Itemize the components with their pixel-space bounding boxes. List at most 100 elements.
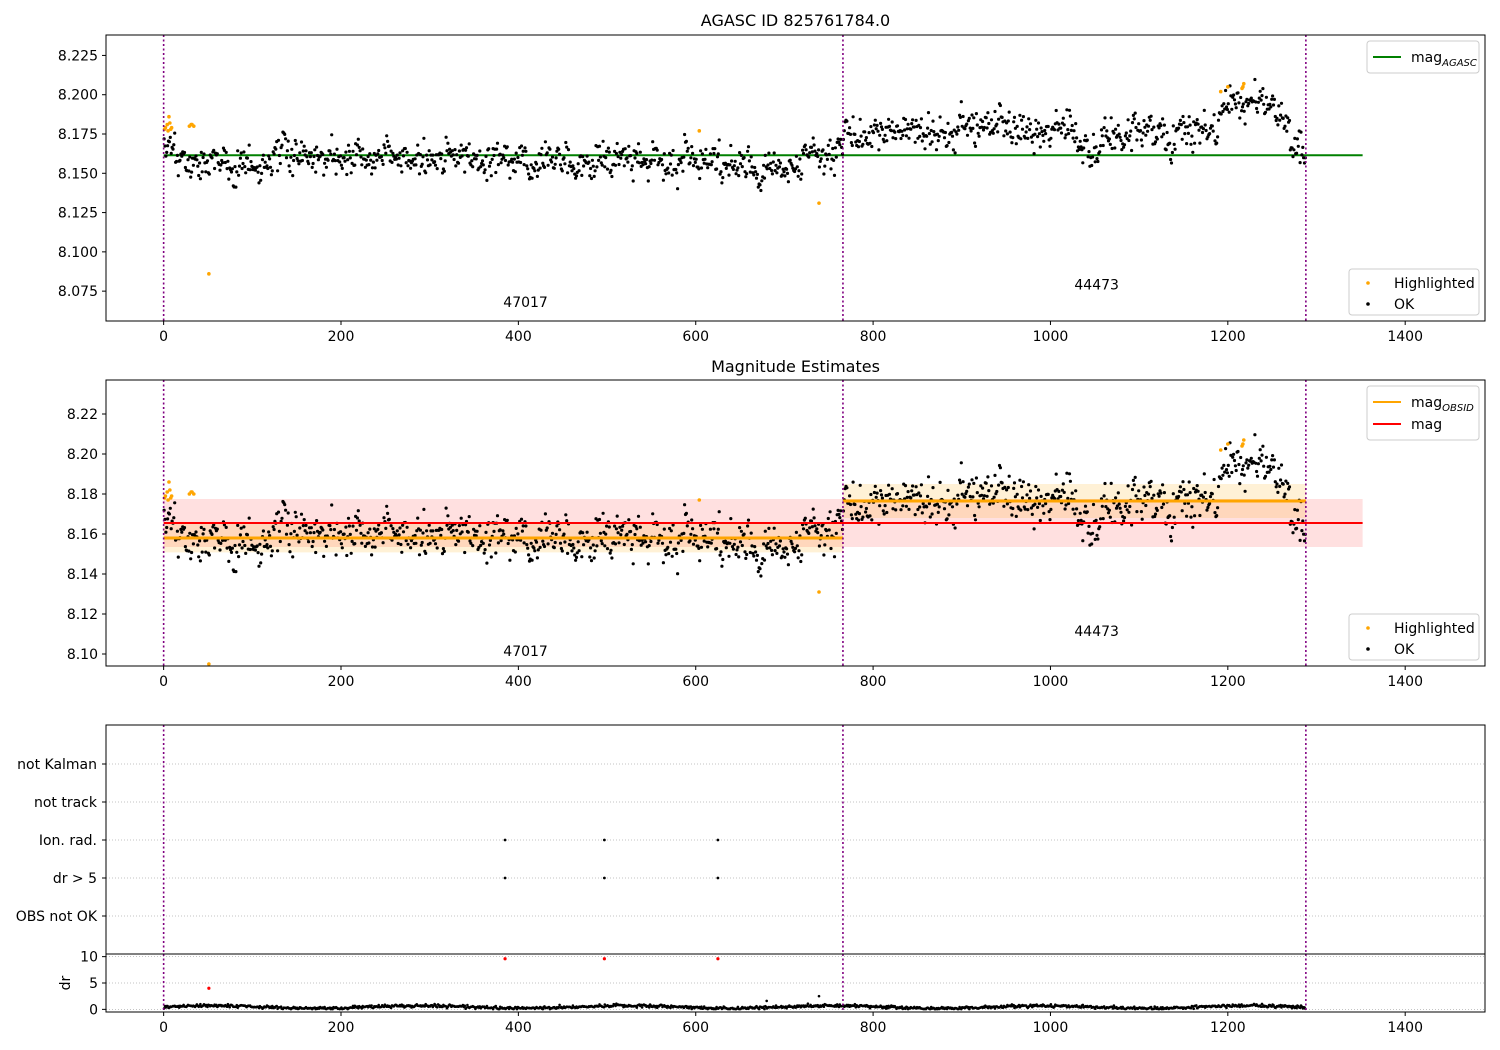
ok-point [923, 147, 927, 151]
dr-point [1192, 1007, 1195, 1011]
ok-point [689, 532, 693, 536]
ok-point [1213, 139, 1217, 143]
ok-point [1107, 508, 1111, 512]
ok-point [1287, 485, 1292, 489]
x-tick-label: 600 [682, 674, 709, 690]
ok-point [638, 150, 642, 154]
ok-point [870, 144, 874, 149]
ok-point [864, 136, 869, 140]
ok-point [1109, 116, 1113, 120]
ok-point [1099, 128, 1104, 132]
ok-point [942, 136, 947, 140]
ok-point [956, 493, 960, 497]
dr-point [669, 1006, 672, 1010]
ok-point [837, 512, 841, 517]
ok-point [1264, 95, 1268, 99]
ok-point [175, 529, 179, 533]
ok-point [487, 543, 492, 547]
ok-point [1101, 143, 1105, 148]
ok-point [1086, 155, 1090, 159]
ok-point [674, 167, 678, 172]
ok-point [541, 539, 545, 543]
x-tick-label: 600 [682, 1020, 709, 1036]
ok-point [406, 542, 410, 546]
ok-point [1054, 472, 1058, 476]
ok-point [1130, 148, 1134, 153]
ok-point [182, 150, 187, 155]
ok-point [718, 172, 722, 176]
ok-point [796, 174, 800, 178]
ok-point [525, 164, 529, 168]
ok-point [553, 162, 557, 166]
ok-point [738, 162, 743, 166]
ok-point [1129, 129, 1133, 133]
ok-point [740, 543, 744, 548]
ok-point [526, 167, 530, 171]
ok-point [530, 558, 534, 562]
ok-point [244, 171, 248, 175]
ok-point [968, 494, 972, 499]
ok-point [478, 149, 482, 153]
legend-label-ok: OK [1394, 297, 1415, 313]
highlighted-point [697, 498, 702, 502]
ok-point [259, 178, 263, 182]
ok-point [1027, 483, 1031, 487]
ok-point [989, 484, 994, 488]
ok-point [451, 529, 455, 533]
ok-point [878, 504, 882, 508]
dr-point [1133, 1005, 1136, 1008]
highlighted-point [1226, 85, 1230, 89]
ok-point [428, 163, 432, 167]
ok-point [582, 543, 586, 547]
ok-point [481, 541, 485, 546]
ok-point [1096, 537, 1100, 541]
ok-point [772, 151, 776, 155]
ok-point [488, 161, 492, 165]
ok-point [1216, 118, 1221, 122]
ok-point [1012, 115, 1017, 119]
ok-point [1169, 161, 1174, 165]
ok-point [455, 153, 459, 157]
ok-point [605, 547, 610, 551]
ok-point [484, 154, 488, 158]
ok-point [1267, 470, 1271, 474]
highlighted-point [1241, 438, 1246, 442]
ok-point [1036, 121, 1041, 125]
ok-point [622, 542, 626, 547]
ok-point [348, 156, 352, 160]
ok-point [305, 155, 309, 159]
ok-point [926, 475, 931, 479]
ok-point [1211, 129, 1215, 133]
ok-point [809, 519, 814, 523]
ok-point [662, 152, 666, 156]
ok-point [699, 523, 703, 528]
ok-point [187, 549, 191, 553]
ok-point [926, 494, 930, 498]
ok-point [589, 176, 594, 181]
ok-point [296, 159, 300, 163]
ok-point [1041, 504, 1045, 508]
ok-point [225, 167, 229, 171]
ok-point [1064, 503, 1068, 507]
ok-point [1069, 128, 1073, 132]
ok-point [799, 559, 803, 564]
ok-point [664, 553, 668, 557]
highlighted-point [697, 129, 702, 133]
ok-point [826, 143, 830, 147]
ok-point [639, 543, 643, 547]
ok-point [200, 170, 204, 174]
ok-point [258, 164, 262, 168]
ok-point [483, 168, 487, 172]
ok-point [1208, 501, 1212, 506]
ok-point [424, 551, 428, 556]
ok-point [345, 172, 349, 177]
ok-point [521, 524, 525, 528]
ok-point [414, 541, 418, 545]
ok-point [538, 166, 542, 170]
ok-point [1057, 489, 1061, 493]
ok-point [1182, 121, 1186, 125]
ok-point [789, 539, 793, 544]
ok-point [996, 130, 1000, 134]
ok-point [647, 165, 651, 169]
